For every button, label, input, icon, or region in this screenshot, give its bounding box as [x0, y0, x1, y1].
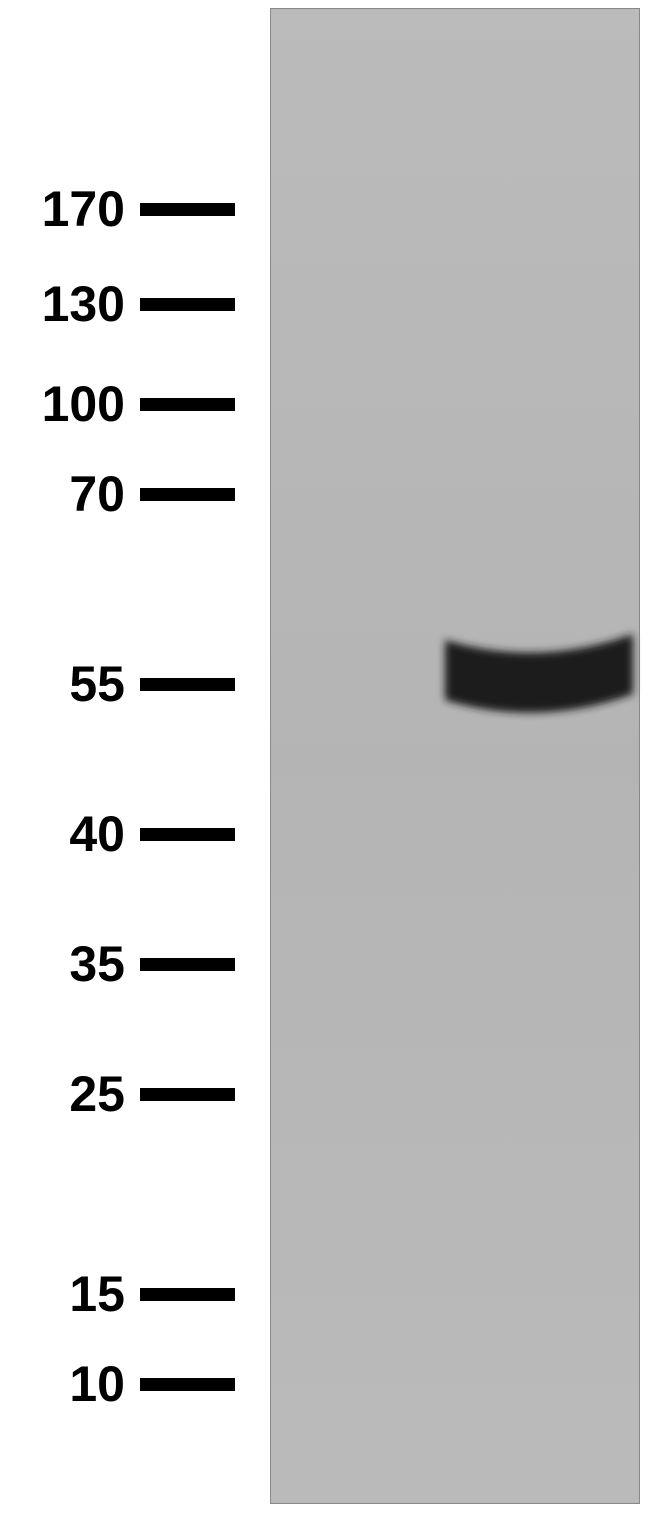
mw-label: 70 — [0, 465, 125, 523]
mw-label: 55 — [0, 655, 125, 713]
mw-tick — [140, 298, 235, 311]
mw-tick — [140, 488, 235, 501]
mw-marker-15: 15 — [0, 1265, 235, 1323]
mw-tick — [140, 203, 235, 216]
mw-label: 15 — [0, 1265, 125, 1323]
blot-membrane — [270, 8, 640, 1504]
mw-tick — [140, 1288, 235, 1301]
mw-label: 25 — [0, 1065, 125, 1123]
mw-tick — [140, 958, 235, 971]
mw-label: 170 — [0, 180, 125, 238]
mw-tick — [140, 828, 235, 841]
mw-label: 130 — [0, 275, 125, 333]
western-blot-figure: 170 130 100 70 55 40 35 25 15 10 — [0, 0, 650, 1513]
mw-marker-25: 25 — [0, 1065, 235, 1123]
mw-marker-40: 40 — [0, 805, 235, 863]
mw-tick — [140, 678, 235, 691]
mw-tick — [140, 1378, 235, 1391]
mw-label: 40 — [0, 805, 125, 863]
mw-tick — [140, 398, 235, 411]
mw-marker-130: 130 — [0, 275, 235, 333]
mw-marker-100: 100 — [0, 375, 235, 433]
mw-marker-10: 10 — [0, 1355, 235, 1413]
mw-label: 100 — [0, 375, 125, 433]
mw-marker-70: 70 — [0, 465, 235, 523]
mw-label: 35 — [0, 935, 125, 993]
mw-marker-170: 170 — [0, 180, 235, 238]
mw-tick — [140, 1088, 235, 1101]
mw-label: 10 — [0, 1355, 125, 1413]
mw-marker-55: 55 — [0, 655, 235, 713]
mw-marker-35: 35 — [0, 935, 235, 993]
